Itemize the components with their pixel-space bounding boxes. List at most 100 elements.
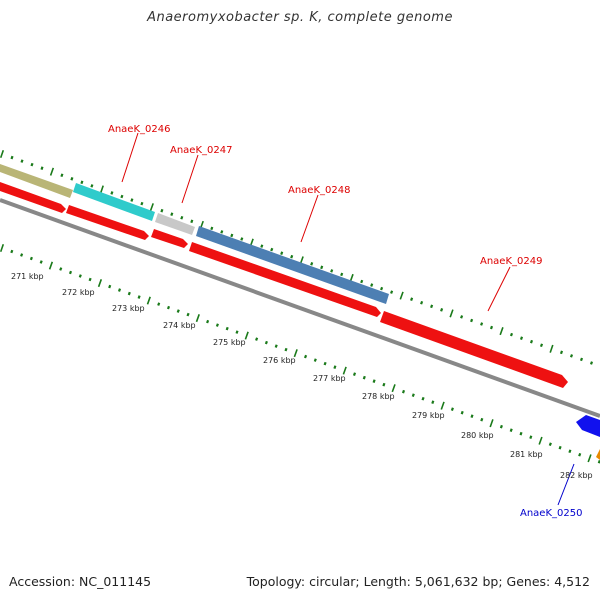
gene-label-anaek-0246[interactable]: AnaeK_0246: [108, 124, 170, 135]
gene-leaders: [121, 132, 575, 506]
minor-tick: [280, 251, 284, 255]
minor-tick: [410, 297, 414, 301]
minor-tick: [548, 442, 552, 447]
kbp-label: 274 kbp: [163, 321, 196, 330]
minor-tick: [470, 414, 474, 418]
gene-label-anaek-0249[interactable]: AnaeK_0249: [480, 256, 542, 267]
major-tick: [293, 349, 298, 358]
leader-anaek-0246: [121, 132, 139, 183]
minor-tick: [401, 389, 406, 394]
minor-tick: [140, 201, 144, 206]
minor-tick: [29, 256, 33, 261]
leader-anaek-0247: [181, 154, 199, 204]
minor-tick: [578, 452, 582, 457]
cds-arrow-5[interactable]: [380, 311, 568, 388]
cds-arrow-blue[interactable]: [576, 415, 600, 437]
cds-arrow-2[interactable]: [66, 205, 149, 240]
minor-tick: [539, 343, 544, 348]
minor-tick: [39, 260, 43, 264]
minor-tick: [480, 417, 484, 422]
gene-label-anaek-0250[interactable]: AnaeK_0250: [520, 508, 582, 519]
genome-backbone: [0, 198, 600, 418]
major-tick: [549, 344, 554, 353]
leader-anaek-0250: [557, 463, 575, 506]
major-tick: [48, 261, 54, 270]
minor-tick: [558, 445, 562, 450]
minor-tick: [440, 308, 444, 312]
cds-arrow-3[interactable]: [151, 229, 188, 248]
cds-arrow-4[interactable]: [189, 242, 381, 317]
minor-tick: [529, 339, 534, 344]
minor-tick: [160, 208, 164, 213]
minor-tick: [210, 226, 214, 231]
minor-tick: [40, 166, 44, 170]
minor-tick: [157, 302, 161, 306]
minor-tick: [509, 332, 514, 337]
cds-arrow-orange[interactable]: [596, 449, 600, 460]
minor-tick: [352, 372, 357, 376]
feature-bar-olive[interactable]: [0, 164, 73, 198]
minor-tick: [323, 361, 327, 366]
major-tick: [146, 296, 151, 305]
minor-tick: [310, 262, 314, 266]
minor-tick: [235, 330, 239, 334]
minor-tick: [110, 191, 114, 195]
feature-bar-grey[interactable]: [155, 213, 195, 235]
minor-tick: [499, 424, 503, 429]
minor-tick: [430, 304, 434, 309]
minor-tick: [290, 254, 294, 259]
kbp-label: 278 kbp: [362, 392, 395, 401]
kbp-label: 281 kbp: [510, 450, 543, 459]
minor-tick: [186, 312, 190, 317]
minor-tick: [460, 410, 464, 415]
minor-tick: [59, 267, 63, 271]
minor-tick: [382, 382, 386, 387]
inner-tick-ring: [0, 243, 600, 464]
major-tick: [0, 243, 5, 253]
minor-tick: [166, 305, 171, 310]
minor-tick: [370, 283, 374, 287]
kbp-label: 273 kbp: [112, 304, 145, 313]
minor-tick: [20, 253, 24, 257]
minor-tick: [450, 407, 454, 411]
minor-tick: [10, 155, 14, 160]
minor-tick: [411, 393, 415, 397]
major-tick: [244, 331, 249, 340]
kbp-label: 280 kbp: [461, 431, 494, 440]
minor-tick: [206, 319, 210, 324]
major-tick: [97, 279, 103, 288]
minor-tick: [240, 237, 244, 241]
minor-tick: [360, 279, 364, 284]
minor-tick: [519, 431, 523, 436]
gene-label-anaek-0247[interactable]: AnaeK_0247: [170, 145, 232, 156]
minor-tick: [255, 337, 259, 341]
map-title: Anaeromyxobacter sp. K, complete genome: [147, 10, 453, 25]
topology-text: Topology: circular; Length: 5,061,632 bp…: [246, 574, 590, 589]
minor-tick: [380, 286, 384, 291]
kbp-label: 275 kbp: [213, 338, 246, 347]
minor-tick: [579, 357, 584, 362]
minor-tick: [489, 325, 494, 330]
minor-tick: [190, 219, 194, 224]
kbp-label: 272 kbp: [62, 288, 95, 297]
minor-tick: [460, 315, 464, 319]
minor-tick: [220, 230, 224, 234]
gene-labels: AnaeK_0246 AnaeK_0247 AnaeK_0248 AnaeK_0…: [108, 124, 582, 519]
minor-tick: [362, 375, 366, 380]
feature-bar-cyan[interactable]: [73, 183, 155, 221]
feature-bar-steelblue[interactable]: [196, 226, 389, 304]
gene-label-anaek-0248[interactable]: AnaeK_0248: [288, 185, 350, 196]
kbp-label: 282 kbp: [560, 471, 593, 480]
kbp-label: 276 kbp: [263, 356, 296, 365]
minor-tick: [127, 291, 131, 296]
minor-tick: [108, 284, 112, 289]
minor-tick: [390, 290, 394, 294]
minor-tick: [60, 173, 64, 178]
minor-tick: [225, 326, 229, 331]
minor-tick: [330, 269, 334, 273]
minor-tick: [509, 428, 513, 432]
minor-tick: [215, 323, 219, 327]
minor-tick: [559, 350, 564, 355]
cds-arrow-1[interactable]: [0, 182, 66, 213]
minor-tick: [320, 265, 324, 270]
